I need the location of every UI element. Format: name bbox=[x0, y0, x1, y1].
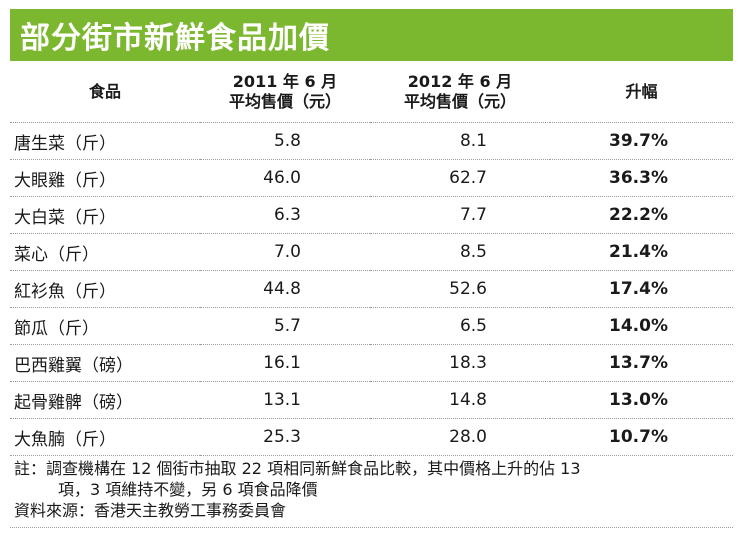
footnote-line2: 項，3 項維持不變，另 6 項食品降價 bbox=[58, 480, 318, 499]
rise-percent: 39.7% bbox=[550, 122, 733, 160]
price-table-wrap: 食品 2011 年 6 月 平均售價（元） 2012 年 6 月 平均售價（元）… bbox=[10, 62, 733, 456]
price-2012: 7.7 bbox=[370, 196, 550, 234]
price-table: 食品 2011 年 6 月 平均售價（元） 2012 年 6 月 平均售價（元）… bbox=[10, 62, 733, 456]
table-row: 巴西雞翼（磅） 16.1 18.3 13.7% bbox=[10, 344, 733, 382]
table-row: 紅衫魚（斤） 44.8 52.6 17.4% bbox=[10, 270, 733, 308]
footnote: 註：調查機構在 12 個街市抽取 22 項相同新鮮食品比較，其中價格上升的佔 1… bbox=[14, 458, 714, 521]
food-name: 菜心（斤） bbox=[10, 233, 200, 271]
price-2011: 5.8 bbox=[200, 122, 370, 160]
price-2012: 28.0 bbox=[370, 418, 550, 456]
price-2011: 5.7 bbox=[200, 307, 370, 345]
rise-percent: 10.7% bbox=[550, 418, 733, 456]
price-2011: 25.3 bbox=[200, 418, 370, 456]
rise-percent: 36.3% bbox=[550, 159, 733, 197]
rise-percent: 17.4% bbox=[550, 270, 733, 308]
price-2011: 13.1 bbox=[200, 381, 370, 419]
header-2012-line1: 2012 年 6 月 bbox=[407, 72, 513, 91]
rise-percent: 14.0% bbox=[550, 307, 733, 345]
rise-percent: 22.2% bbox=[550, 196, 733, 234]
price-2012: 8.5 bbox=[370, 233, 550, 271]
rise-percent: 21.4% bbox=[550, 233, 733, 271]
table-row: 唐生菜（斤） 5.8 8.1 39.7% bbox=[10, 122, 733, 160]
header-2012-price: 2012 年 6 月 平均售價（元） bbox=[370, 62, 550, 123]
header-2011-line1: 2011 年 6 月 bbox=[232, 72, 338, 91]
food-name: 大眼雞（斤） bbox=[10, 159, 200, 197]
price-2012: 18.3 bbox=[370, 344, 550, 382]
footer-divider bbox=[10, 527, 733, 528]
food-name: 唐生菜（斤） bbox=[10, 122, 200, 160]
rise-percent: 13.0% bbox=[550, 381, 733, 419]
price-2011: 16.1 bbox=[200, 344, 370, 382]
price-2011: 44.8 bbox=[200, 270, 370, 308]
header-2011-price: 2011 年 6 月 平均售價（元） bbox=[200, 62, 370, 123]
food-name: 節瓜（斤） bbox=[10, 307, 200, 345]
food-name: 起骨雞髀（磅） bbox=[10, 381, 200, 419]
price-2012: 8.1 bbox=[370, 122, 550, 160]
page-title: 部分街市新鮮食品加價 bbox=[20, 21, 330, 56]
food-name: 大白菜（斤） bbox=[10, 196, 200, 234]
header-rise: 升幅 bbox=[550, 62, 733, 123]
food-name: 大魚腩（斤） bbox=[10, 418, 200, 456]
table-row: 起骨雞髀（磅） 13.1 14.8 13.0% bbox=[10, 381, 733, 419]
source-credit: 資料來源：香港天主教勞工事務委員會 bbox=[14, 501, 287, 520]
price-2011: 7.0 bbox=[200, 233, 370, 271]
table-header-row: 食品 2011 年 6 月 平均售價（元） 2012 年 6 月 平均售價（元）… bbox=[10, 62, 733, 123]
table-row: 菜心（斤） 7.0 8.5 21.4% bbox=[10, 233, 733, 271]
food-name: 巴西雞翼（磅） bbox=[10, 344, 200, 382]
table-row: 節瓜（斤） 5.7 6.5 14.0% bbox=[10, 307, 733, 345]
table-row: 大魚腩（斤） 25.3 28.0 10.7% bbox=[10, 418, 733, 456]
rise-percent: 13.7% bbox=[550, 344, 733, 382]
header-2012-line2: 平均售價（元） bbox=[403, 92, 516, 111]
footnote-line1: 註：調查機構在 12 個街市抽取 22 項相同新鮮食品比較，其中價格上升的佔 1… bbox=[14, 459, 581, 478]
food-name: 紅衫魚（斤） bbox=[10, 270, 200, 308]
header-food: 食品 bbox=[10, 62, 200, 123]
table-row: 大眼雞（斤） 46.0 62.7 36.3% bbox=[10, 159, 733, 197]
title-bar: 部分街市新鮮食品加價 bbox=[10, 9, 733, 61]
header-2011-line2: 平均售價（元） bbox=[228, 92, 341, 111]
price-2012: 52.6 bbox=[370, 270, 550, 308]
price-2011: 46.0 bbox=[200, 159, 370, 197]
price-2012: 62.7 bbox=[370, 159, 550, 197]
table-row: 大白菜（斤） 6.3 7.7 22.2% bbox=[10, 196, 733, 234]
price-2012: 6.5 bbox=[370, 307, 550, 345]
price-2011: 6.3 bbox=[200, 196, 370, 234]
price-2012: 14.8 bbox=[370, 381, 550, 419]
